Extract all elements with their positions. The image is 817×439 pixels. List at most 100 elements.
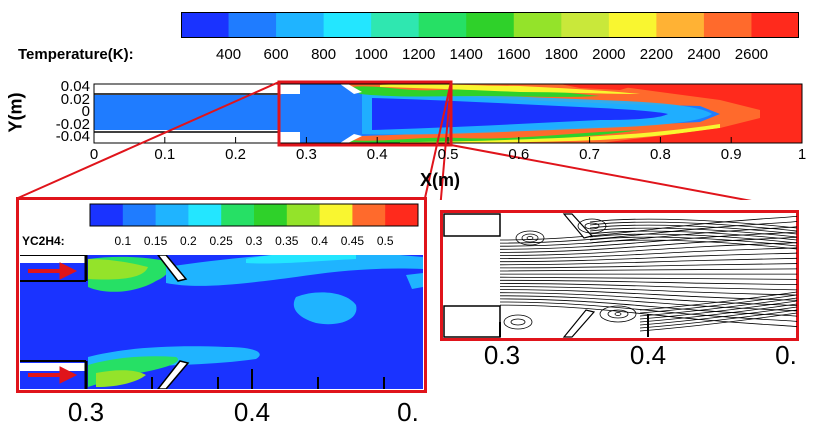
main-xtick: 0.6 bbox=[508, 146, 530, 163]
streamline bbox=[499, 286, 798, 296]
yc2h4-colorbar-swatch bbox=[155, 204, 189, 226]
streamline bbox=[639, 300, 798, 320]
streamline bbox=[499, 252, 798, 263]
temperature-colorbar-tick: 2200 bbox=[639, 46, 674, 63]
main-contour-svg bbox=[17, 80, 803, 200]
temperature-colorbar-tick: 2000 bbox=[592, 46, 626, 63]
streamline bbox=[499, 283, 798, 291]
main-xtick: 0.5 bbox=[437, 146, 459, 163]
temperature-colorbar-tick: 1200 bbox=[402, 46, 436, 63]
yc2h4-colorbar-tick: 0.3 bbox=[245, 234, 263, 248]
streamline bbox=[499, 289, 798, 301]
yc2h4-colorbar-swatch bbox=[122, 204, 157, 226]
yc2h4-colorbar-swatch bbox=[254, 204, 288, 226]
streamline bbox=[589, 230, 798, 241]
yc2h4-colorbar-swatch bbox=[352, 204, 386, 226]
main-xtick: 0.3 bbox=[295, 146, 317, 163]
main-ytick: -0.04 bbox=[55, 128, 90, 145]
inset-xtick: 0.3 bbox=[483, 340, 521, 370]
temperature-colorbar-swatch bbox=[228, 12, 277, 38]
streamline bbox=[589, 233, 798, 244]
streamline-svg bbox=[440, 210, 799, 341]
streamline bbox=[589, 224, 798, 235]
streamline bbox=[639, 303, 798, 323]
streamline bbox=[639, 309, 798, 329]
yc2h4-colorbar-tick: 0.5 bbox=[376, 234, 394, 248]
yc2h4-colorbar-swatch bbox=[90, 204, 124, 226]
yc2h4-colorbar-tick: 0.15 bbox=[143, 234, 168, 248]
inflow-arrow-top bbox=[28, 262, 78, 280]
temperature-colorbar-tick: 2600 bbox=[734, 46, 769, 63]
streamline bbox=[499, 292, 798, 307]
main-xtick: 0.1 bbox=[154, 146, 176, 163]
temperature-colorbar-tick: 600 bbox=[263, 46, 289, 63]
main-xtick: 0.4 bbox=[366, 146, 388, 163]
temperature-colorbar-swatch bbox=[751, 12, 799, 38]
streamline bbox=[639, 294, 798, 314]
yc2h4-colorbar-tick: 0.2 bbox=[180, 234, 197, 248]
temperature-colorbar-ticks: 400 600 800 1000 1200 1400 1600 1800 2000 2200 240… bbox=[0, 46, 817, 66]
temperature-colorbar-tick: 800 bbox=[311, 46, 337, 63]
yc2h4-colorbar-title: YC2H4: bbox=[22, 234, 65, 248]
temperature-colorbar-tick: 1600 bbox=[497, 46, 531, 63]
streamline bbox=[499, 221, 798, 244]
main-xtick: 0 bbox=[89, 146, 99, 163]
streamline bbox=[589, 221, 798, 232]
right-inset-xticks: 0.3 0.4 0. bbox=[430, 340, 817, 374]
main-contour-plot bbox=[0, 70, 817, 200]
left-inset-svg bbox=[16, 197, 427, 393]
temperature-colorbar-tick: 2400 bbox=[687, 46, 721, 63]
right-inset bbox=[440, 210, 799, 341]
streamline bbox=[639, 297, 798, 317]
temperature-colorbar-swatch bbox=[656, 12, 705, 38]
temperature-colorbar bbox=[181, 12, 799, 38]
temperature-colorbar-tick: 1000 bbox=[354, 46, 388, 63]
inset-xtick: 0.3 bbox=[67, 397, 105, 427]
yc2h4-colorbar-ticks: 0.1 0.15 0.2 0.25 0.3 0.35 0.4 0.45 0.5 bbox=[0, 234, 430, 250]
main-xtick: 0.2 bbox=[225, 146, 247, 163]
zoom-region-box bbox=[277, 80, 453, 147]
temperature-colorbar-swatch bbox=[323, 12, 372, 38]
streamline bbox=[499, 231, 798, 250]
streamline bbox=[639, 312, 798, 332]
streamline bbox=[499, 295, 798, 312]
temperature-colorbar-swatch bbox=[181, 12, 230, 38]
temperature-colorbar-swatch bbox=[513, 12, 562, 38]
main-ytick: 0.04 bbox=[60, 78, 90, 95]
streamline bbox=[589, 236, 798, 247]
yc2h4-colorbar-tick: 0.25 bbox=[209, 234, 233, 248]
streamline bbox=[499, 247, 798, 259]
streamline bbox=[499, 257, 798, 266]
main-yticks: 0.04 0.02 0 -0.02 -0.04 bbox=[30, 78, 90, 152]
streamline bbox=[499, 215, 798, 241]
streamline bbox=[639, 291, 798, 311]
temperature-colorbar-tick: 400 bbox=[216, 46, 242, 63]
temperature-colorbar-swatch bbox=[608, 12, 657, 38]
streamline bbox=[589, 218, 798, 229]
yc2h4-colorbar-tick: 0.45 bbox=[340, 234, 365, 248]
streamline bbox=[499, 236, 798, 253]
left-inset-xticks: 0.3 0.4 0. bbox=[0, 397, 440, 431]
yc2h4-colorbar-tick: 0.35 bbox=[275, 234, 299, 248]
temperature-colorbar-tick: 1800 bbox=[544, 46, 578, 63]
left-inset bbox=[16, 197, 427, 393]
main-xticks: 0 0.1 0.2 0.3 0.4 0.5 0.6 0.7 0.8 0.9 1 bbox=[0, 146, 817, 166]
yc2h4-colorbar-swatch bbox=[319, 204, 353, 226]
inset-xtick: 0. bbox=[775, 340, 797, 370]
streamline bbox=[499, 263, 798, 269]
temperature-colorbar-swatch bbox=[466, 12, 515, 38]
temperature-colorbar-swatch bbox=[276, 12, 325, 38]
main-ytick: -0.02 bbox=[55, 115, 90, 133]
streamline bbox=[589, 239, 798, 250]
main-xtick: 1 bbox=[797, 146, 807, 163]
inset-xtick: 0. bbox=[397, 397, 419, 427]
main-xtick: 0.7 bbox=[579, 146, 601, 163]
yc2h4-colorbar-swatch bbox=[385, 204, 419, 226]
main-ytick: 0 bbox=[81, 103, 90, 120]
yc2h4-colorbar-tick: 0.4 bbox=[311, 234, 328, 248]
temperature-colorbar-swatches bbox=[181, 12, 799, 38]
streamline bbox=[589, 227, 798, 238]
yc2h4-colorbar-tick: 0.1 bbox=[114, 234, 132, 248]
streamline bbox=[499, 276, 798, 280]
temperature-colorbar-swatch bbox=[703, 12, 752, 38]
